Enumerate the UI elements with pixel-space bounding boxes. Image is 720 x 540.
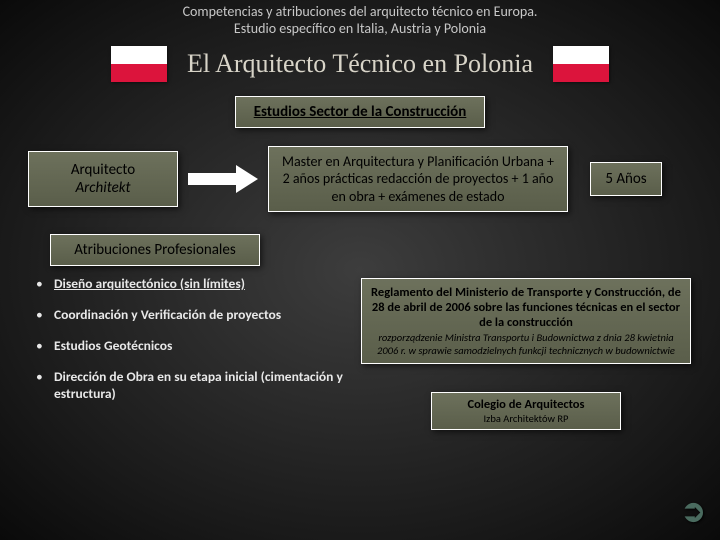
college-main: Colegio de Arquitectos	[438, 397, 614, 412]
supertitle-line2: Estudio específico en Italia, Austria y …	[0, 21, 720, 38]
duration-box: 5 Años	[590, 162, 662, 196]
bullet-3: Estudios Geotécnicos	[54, 337, 172, 354]
title-row: El Arquitecto Técnico en Polonia	[0, 46, 720, 82]
list-item: Dirección de Obra en su etapa inicial (c…	[36, 369, 346, 403]
role-pl: Architekt	[39, 179, 167, 197]
qualification-row: Arquitecto Architekt Master en Arquitect…	[0, 146, 720, 213]
master-requirements-box: Master en Arquitectura y Planificación U…	[268, 146, 568, 213]
studies-section-header: Estudios Sector de la Construcción	[235, 96, 485, 128]
arrow-icon	[188, 167, 258, 191]
bullet-1: Diseño arquitectónico (sin límites)	[54, 275, 245, 292]
bottom-area: Diseño arquitectónico (sin límites) Coor…	[0, 276, 720, 430]
architect-role-box: Arquitecto Architekt	[28, 151, 178, 207]
regulation-box: Reglamento del Ministerio de Transporte …	[361, 278, 691, 364]
poland-flag-right	[553, 46, 609, 82]
slide-title: El Arquitecto Técnico en Polonia	[187, 49, 533, 79]
role-es: Arquitecto	[39, 161, 167, 179]
list-item: Coordinación y Verificación de proyectos	[36, 307, 346, 324]
college-sub: Izba Architektów RP	[438, 412, 614, 425]
regulation-main: Reglamento del Ministerio de Transporte …	[370, 285, 682, 330]
regulation-sub: rozporządzenie Ministra Transportu i Bud…	[370, 332, 682, 357]
bullet-2: Coordinación y Verificación de proyectos	[54, 306, 281, 323]
attributions-header: Atribuciones Profesionales	[50, 234, 260, 266]
attributions-list: Diseño arquitectónico (sin límites) Coor…	[36, 276, 346, 430]
next-arrow-icon[interactable]: ➲	[681, 493, 706, 530]
slide-supertitle: Competencias y atribuciones del arquitec…	[0, 0, 720, 38]
bullet-4: Dirección de Obra en su etapa inicial (c…	[54, 368, 343, 402]
list-item: Diseño arquitectónico (sin límites)	[36, 276, 346, 293]
college-box: Colegio de Arquitectos Izba Architektów …	[431, 392, 621, 430]
poland-flag-left	[111, 46, 167, 82]
list-item: Estudios Geotécnicos	[36, 338, 346, 355]
right-column: Reglamento del Ministerio de Transporte …	[346, 276, 706, 430]
supertitle-line1: Competencias y atribuciones del arquitec…	[0, 4, 720, 21]
